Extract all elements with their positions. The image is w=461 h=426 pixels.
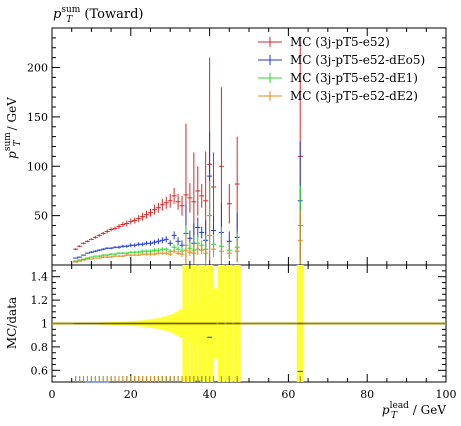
- ylabel-sup: sum: [3, 132, 13, 151]
- x-tick-label: 20: [124, 388, 138, 401]
- ratio-y-label: MC/data: [5, 297, 19, 349]
- ratio-y-tick-label: 0.6: [31, 364, 49, 377]
- legend-label: MC (3j-pT5-e52): [290, 35, 390, 49]
- x-tick-label: 80: [360, 388, 374, 401]
- ylabel-sub: T: [13, 139, 23, 146]
- xlabel-sub: T: [391, 411, 398, 421]
- xlabel-sup: lead: [390, 401, 410, 411]
- xlabel-rest: / GeV: [409, 403, 446, 417]
- x-axis-label: plead T / GeV: [382, 401, 446, 421]
- y-tick-label: 150: [27, 111, 48, 124]
- ylabel-rest: / GeV: [5, 97, 19, 134]
- series-e52: [73, 37, 303, 265]
- x-tick-label: 100: [436, 388, 457, 401]
- legend-label: MC (3j-pT5-e52-dEo5): [290, 53, 425, 67]
- xlabel-p: p: [382, 403, 390, 417]
- x-tick-label: 60: [281, 388, 295, 401]
- legend-label: MC (3j-pT5-e52-dE2): [290, 89, 418, 103]
- ratio-panel: 0 20 40 60 80 100 0.6 0.8 1 1.2 1.4: [31, 264, 457, 401]
- title-rest: (Toward): [80, 7, 143, 22]
- ratio-y-tick-label: 1: [41, 318, 48, 331]
- ratio-y-tick-label: 1.2: [31, 294, 49, 307]
- y-tick-label: 100: [27, 160, 48, 173]
- title-p: p: [53, 7, 62, 22]
- ratio-y-tick-label: 1.4: [31, 271, 49, 284]
- title-sub: T: [66, 15, 73, 25]
- ratio-y-tick-label: 0.8: [31, 341, 49, 354]
- title-sup: sum: [61, 5, 80, 15]
- y-axis-label: psumT / GeV: [3, 97, 23, 159]
- legend-label: MC (3j-pT5-e52-dE1): [290, 71, 418, 85]
- x-tick-label: 0: [49, 388, 56, 401]
- y-tick-label: 200: [27, 62, 48, 75]
- chart-title: psum T (Toward): [53, 5, 143, 25]
- ylabel-p: p: [5, 151, 19, 159]
- main-panel: 50 100 150 200: [27, 27, 447, 266]
- series-dE2: [73, 210, 303, 265]
- x-tick-label: 40: [203, 388, 217, 401]
- legend: MC (3j-pT5-e52) MC (3j-pT5-e52-dEo5) MC (3…: [258, 35, 425, 103]
- y-tick-label: 50: [34, 210, 48, 223]
